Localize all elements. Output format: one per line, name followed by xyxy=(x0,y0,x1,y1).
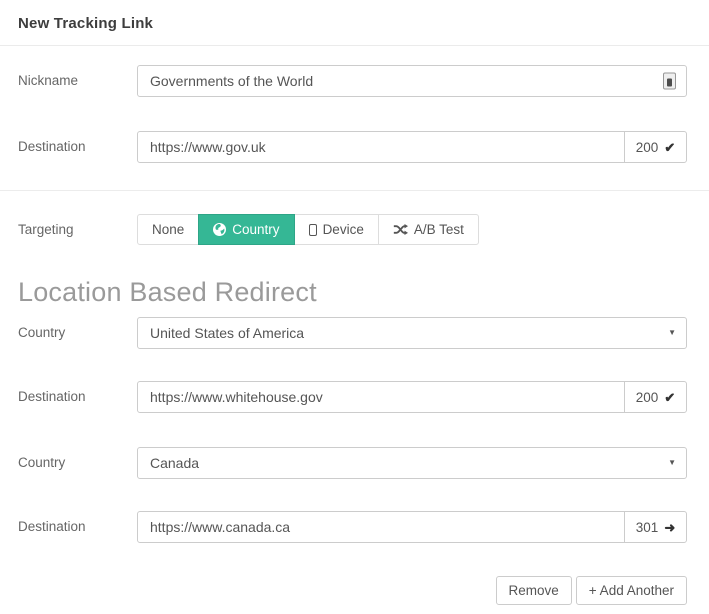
http-status-code: 200 xyxy=(635,139,659,155)
http-status-addon: 301 ➜ xyxy=(624,512,686,543)
rule-destination-input-group: 301 ➜ xyxy=(137,511,687,544)
destination-label: Destination xyxy=(18,389,86,405)
targeting-label: Targeting xyxy=(18,222,74,237)
rule-destination-row: Destination 301 ➜ xyxy=(18,511,687,544)
country-select-value: United States of America xyxy=(150,325,305,342)
country-label: Country xyxy=(18,455,66,471)
http-status-code: 200 xyxy=(635,389,659,405)
page-title: New Tracking Link xyxy=(0,0,709,46)
rule-country-row: Country United States of America ▼ xyxy=(18,317,687,350)
targeting-option-device[interactable]: Device xyxy=(293,214,379,245)
nickname-input-group xyxy=(137,65,687,97)
arrow-right-icon: ➜ xyxy=(664,519,676,535)
destination-label: Destination xyxy=(18,139,86,154)
tracking-link-form: Nickname Destination 200 ✔ Targeting xyxy=(0,46,709,606)
check-icon: ✔ xyxy=(664,389,676,405)
autofill-extension-icon[interactable] xyxy=(663,72,676,90)
rule-destination-input-group: 200 ✔ xyxy=(137,381,687,414)
destination-input[interactable] xyxy=(138,132,624,162)
remove-button[interactable]: Remove xyxy=(495,576,572,606)
destination-label: Destination xyxy=(18,519,86,535)
country-select[interactable]: Canada ▼ xyxy=(137,447,687,480)
nickname-label: Nickname xyxy=(18,73,79,88)
mobile-icon xyxy=(308,223,317,236)
dropdown-arrow-icon: ▼ xyxy=(668,458,676,468)
globe-icon xyxy=(213,223,227,236)
country-label: Country xyxy=(18,325,66,341)
shuffle-icon xyxy=(393,224,408,235)
rule-destination-input[interactable] xyxy=(138,382,624,413)
destination-input-group: 200 ✔ xyxy=(137,131,687,163)
destination-row: Destination 200 ✔ xyxy=(18,131,687,163)
http-status-addon: 200 ✔ xyxy=(624,132,686,162)
http-status-code: 301 xyxy=(635,519,659,535)
section-divider xyxy=(0,190,709,191)
rule-actions: Remove + Add Another xyxy=(18,576,687,606)
location-based-redirect-heading: Location Based Redirect xyxy=(18,277,317,307)
targeting-option-none[interactable]: None xyxy=(137,214,200,245)
dropdown-arrow-icon: ▼ xyxy=(668,328,676,338)
targeting-button-group: None Country Device xyxy=(137,214,479,245)
targeting-option-country[interactable]: Country xyxy=(198,214,295,245)
add-another-button[interactable]: + Add Another xyxy=(575,576,687,606)
targeting-option-abtest[interactable]: A/B Test xyxy=(377,214,479,245)
country-select[interactable]: United States of America ▼ xyxy=(137,317,687,350)
nickname-row: Nickname xyxy=(18,65,687,97)
rule-destination-input[interactable] xyxy=(138,512,624,543)
rule-country-row: Country Canada ▼ xyxy=(18,447,687,480)
rule-destination-row: Destination 200 ✔ xyxy=(18,381,687,414)
targeting-row: Targeting None Country Device xyxy=(18,214,687,245)
nickname-input[interactable] xyxy=(138,66,686,96)
check-icon: ✔ xyxy=(664,139,676,155)
http-status-addon: 200 ✔ xyxy=(624,382,686,413)
country-select-value: Canada xyxy=(150,455,200,472)
